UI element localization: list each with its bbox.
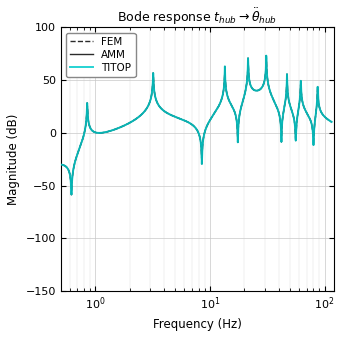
FEM — [229, 102, 233, 106]
AMM — [229, 102, 233, 106]
TITOP — [67, 170, 71, 174]
FEM — [154, 96, 158, 100]
FEM — [69, 193, 74, 197]
Y-axis label: Magnitude (dB): Magnitude (dB) — [7, 114, 20, 205]
X-axis label: Frequency (Hz): Frequency (Hz) — [153, 318, 242, 331]
FEM — [217, 104, 221, 108]
AMM — [53, 163, 57, 167]
AMM — [329, 120, 333, 124]
Line: AMM: AMM — [55, 56, 331, 195]
AMM — [154, 96, 158, 100]
Title: Bode response $t_{hub} \rightarrow \ddot{\theta}_{hub}$: Bode response $t_{hub} \rightarrow \ddot… — [117, 7, 277, 27]
Legend: FEM, AMM, TITOP: FEM, AMM, TITOP — [66, 33, 135, 77]
FEM — [273, 101, 277, 105]
FEM — [264, 54, 268, 58]
TITOP — [217, 104, 221, 108]
TITOP — [258, 87, 262, 91]
Line: FEM: FEM — [55, 56, 331, 195]
TITOP — [53, 163, 57, 167]
AMM — [217, 104, 221, 108]
FEM — [329, 120, 333, 124]
TITOP — [329, 120, 333, 124]
AMM — [69, 193, 74, 197]
TITOP — [154, 96, 158, 100]
TITOP — [273, 101, 277, 105]
AMM — [264, 54, 268, 58]
TITOP — [69, 193, 74, 197]
AMM — [258, 87, 262, 91]
FEM — [67, 170, 71, 174]
AMM — [273, 101, 277, 105]
Line: TITOP: TITOP — [55, 56, 331, 195]
FEM — [53, 163, 57, 167]
TITOP — [264, 54, 268, 58]
AMM — [67, 170, 71, 174]
TITOP — [229, 102, 233, 106]
FEM — [258, 87, 262, 91]
